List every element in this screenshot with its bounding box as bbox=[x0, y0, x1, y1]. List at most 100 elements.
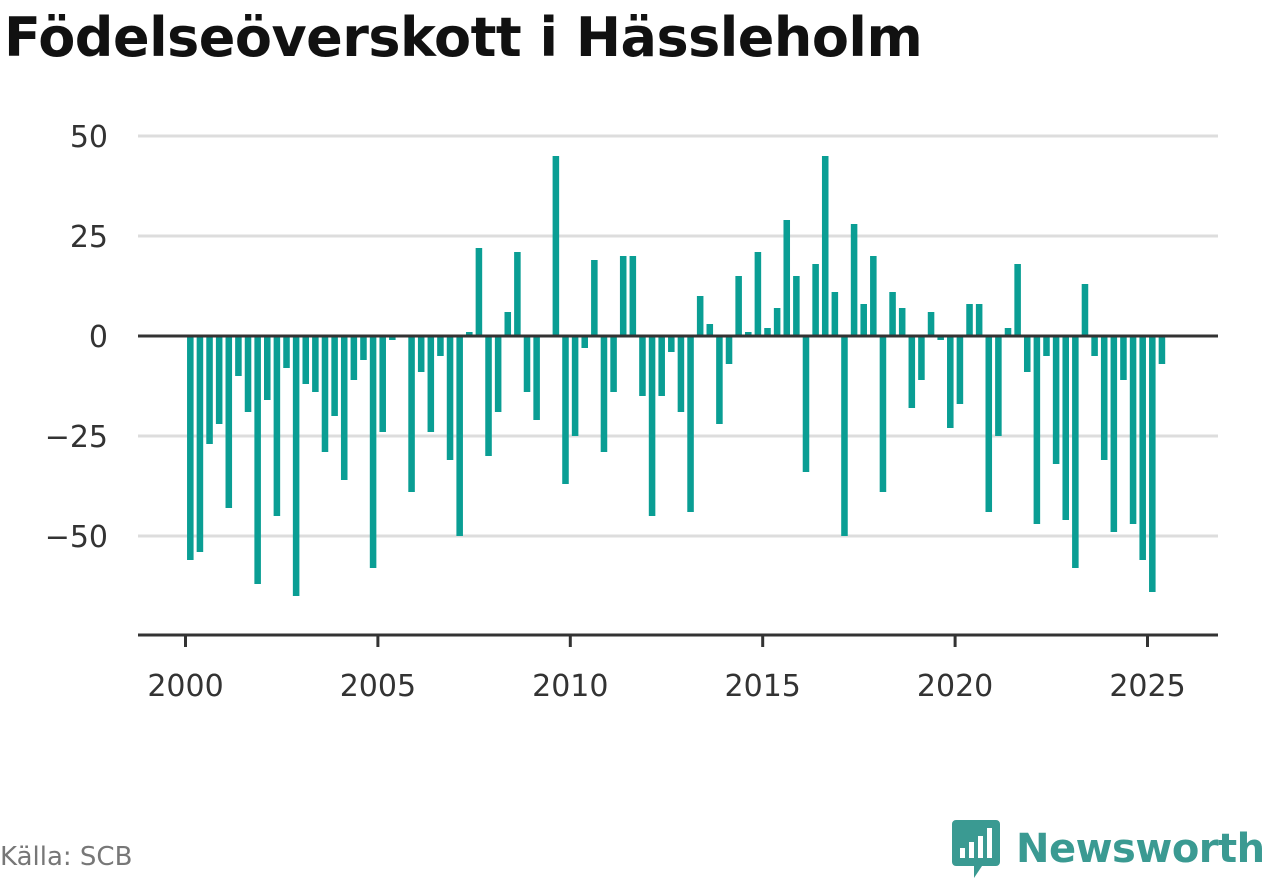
bar bbox=[225, 336, 233, 508]
bar bbox=[696, 296, 704, 336]
bar bbox=[494, 336, 502, 412]
bar bbox=[571, 336, 579, 436]
bar bbox=[312, 336, 319, 392]
bar bbox=[687, 336, 694, 512]
y-tick-label: −25 bbox=[45, 420, 108, 455]
bar bbox=[716, 336, 723, 424]
bar bbox=[908, 336, 916, 408]
bar bbox=[745, 332, 752, 336]
bar bbox=[783, 220, 791, 336]
bar bbox=[1110, 336, 1118, 532]
bar bbox=[927, 312, 935, 336]
bar bbox=[581, 336, 588, 348]
bar bbox=[514, 252, 521, 336]
bar bbox=[485, 336, 492, 456]
bar bbox=[187, 336, 194, 560]
bar bbox=[215, 336, 223, 424]
bar bbox=[244, 336, 252, 412]
brand-name: Newsworthy bbox=[1016, 826, 1262, 872]
bar bbox=[619, 256, 627, 336]
bar bbox=[870, 256, 877, 336]
bar bbox=[658, 336, 665, 396]
bar bbox=[1149, 336, 1156, 592]
bar bbox=[591, 260, 598, 336]
bar bbox=[350, 336, 358, 380]
bar bbox=[889, 292, 896, 336]
newsworthy-logo-icon bbox=[952, 820, 1000, 878]
bar bbox=[427, 336, 435, 432]
bar bbox=[389, 336, 396, 340]
bar bbox=[1120, 336, 1127, 380]
bar bbox=[975, 304, 983, 336]
x-tick-label: 2000 bbox=[147, 669, 223, 704]
x-tick-label: 2015 bbox=[725, 669, 801, 704]
bar bbox=[1043, 336, 1050, 356]
bar bbox=[562, 336, 569, 484]
bar bbox=[340, 336, 348, 480]
bar bbox=[437, 336, 444, 356]
bar bbox=[408, 336, 415, 492]
bar bbox=[302, 336, 310, 384]
bar bbox=[1081, 284, 1089, 336]
bar bbox=[206, 336, 213, 444]
bar bbox=[552, 156, 560, 336]
bar bbox=[860, 304, 867, 336]
bar bbox=[446, 336, 454, 460]
bar bbox=[773, 308, 781, 336]
bar bbox=[985, 336, 993, 512]
bar bbox=[735, 276, 742, 336]
bar bbox=[706, 324, 714, 336]
y-tick-label: 0 bbox=[89, 320, 108, 355]
bar bbox=[369, 336, 377, 568]
bar bbox=[331, 336, 338, 416]
bar bbox=[196, 336, 204, 552]
bar bbox=[793, 276, 800, 336]
bar bbox=[292, 336, 300, 596]
bar bbox=[629, 256, 637, 336]
bar bbox=[264, 336, 271, 400]
x-tick-label: 2010 bbox=[532, 669, 608, 704]
bar bbox=[273, 336, 281, 516]
bar bbox=[417, 336, 425, 372]
bar bbox=[1139, 336, 1146, 560]
bar bbox=[898, 308, 906, 336]
bar bbox=[360, 336, 367, 360]
bar bbox=[466, 332, 473, 336]
bar bbox=[1100, 336, 1108, 460]
y-tick-label: −50 bbox=[45, 520, 108, 555]
newsworthy-logo: Newsworthy bbox=[950, 818, 1262, 880]
bar bbox=[802, 336, 810, 472]
bar bbox=[475, 248, 483, 336]
bar bbox=[821, 156, 829, 336]
bar bbox=[754, 252, 762, 336]
bar bbox=[1004, 328, 1012, 336]
bar bbox=[764, 328, 771, 336]
bar bbox=[956, 336, 964, 404]
y-tick-label: 50 bbox=[70, 120, 108, 155]
bar bbox=[456, 336, 463, 536]
chart-title: Födelseöverskott i Hässleholm bbox=[4, 6, 923, 69]
x-tick-label: 2025 bbox=[1109, 669, 1185, 704]
bar bbox=[1014, 264, 1021, 336]
y-axis: 50 25 0 −25 −50 bbox=[45, 120, 108, 555]
bar bbox=[841, 336, 848, 536]
bar bbox=[995, 336, 1002, 436]
bar bbox=[831, 292, 839, 336]
bar bbox=[668, 336, 675, 352]
bar bbox=[812, 264, 819, 336]
bar bbox=[235, 336, 242, 376]
bar bbox=[918, 336, 925, 380]
x-tick-label: 2005 bbox=[340, 669, 416, 704]
bar bbox=[610, 336, 617, 392]
bar bbox=[1072, 336, 1079, 568]
bar bbox=[966, 304, 973, 336]
bar bbox=[504, 312, 512, 336]
bar bbox=[639, 336, 646, 396]
bar bbox=[1033, 336, 1041, 524]
bar bbox=[1158, 336, 1166, 364]
bar-chart: 50 25 0 −25 −50 2000 2005 2010 2015 2020 2025 bbox=[45, 120, 1218, 704]
bar bbox=[321, 336, 329, 452]
bar bbox=[254, 336, 261, 584]
bar bbox=[850, 224, 858, 336]
bar bbox=[533, 336, 540, 420]
